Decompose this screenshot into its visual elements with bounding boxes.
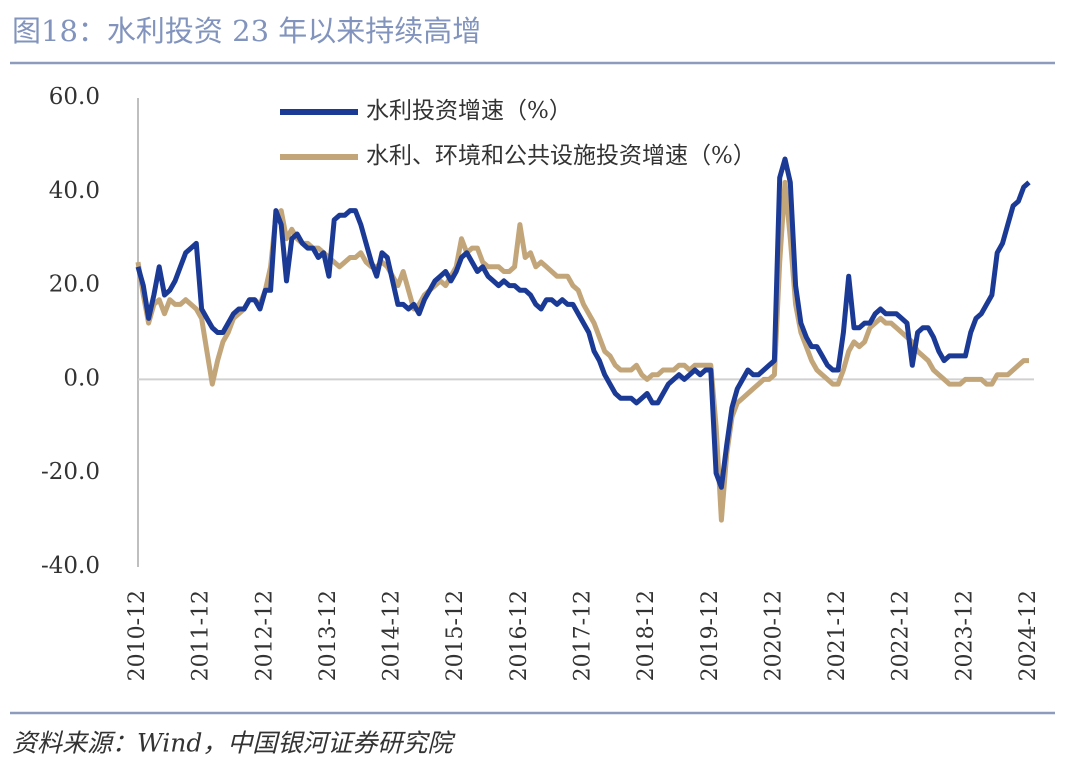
x-tick-label: 2023-12: [952, 590, 977, 681]
x-tick-label: 2014-12: [380, 590, 405, 681]
y-tick-label: -20.0: [41, 459, 100, 485]
x-tick-label: 2017-12: [571, 590, 596, 681]
x-tick-label: 2021-12: [825, 590, 850, 681]
legend-label: 水利投资增速（%）: [366, 98, 572, 124]
y-tick-label: 20.0: [49, 272, 100, 298]
x-tick-label: 2024-12: [1016, 590, 1041, 681]
x-tick-label: 2013-12: [316, 590, 341, 681]
legend-label: 水利、环境和公共设施投资增速（%）: [366, 143, 756, 169]
x-tick-label: 2015-12: [443, 590, 468, 681]
x-tick-label: 2019-12: [698, 590, 723, 681]
series-line: [135, 156, 1031, 490]
x-tick-label: 2020-12: [761, 590, 786, 681]
chart-title: 图18：水利投资 23 年以来持续高增: [12, 14, 481, 48]
x-tick-label: 2011-12: [189, 590, 214, 681]
y-tick-label: 60.0: [49, 84, 100, 110]
x-tick-label: 2018-12: [634, 590, 659, 681]
y-tick-label: -40.0: [41, 553, 100, 579]
x-tick-label: 2012-12: [252, 590, 277, 681]
x-tick-label: 2022-12: [889, 590, 914, 681]
source-note: 资料来源：Wind，中国银河证券研究院: [12, 729, 456, 758]
x-tick-label: 2010-12: [125, 590, 150, 681]
x-tick-label: 2016-12: [507, 590, 532, 681]
y-tick-label: 40.0: [49, 178, 100, 204]
series-line: [135, 179, 1029, 523]
y-tick-label: 0.0: [63, 365, 100, 391]
